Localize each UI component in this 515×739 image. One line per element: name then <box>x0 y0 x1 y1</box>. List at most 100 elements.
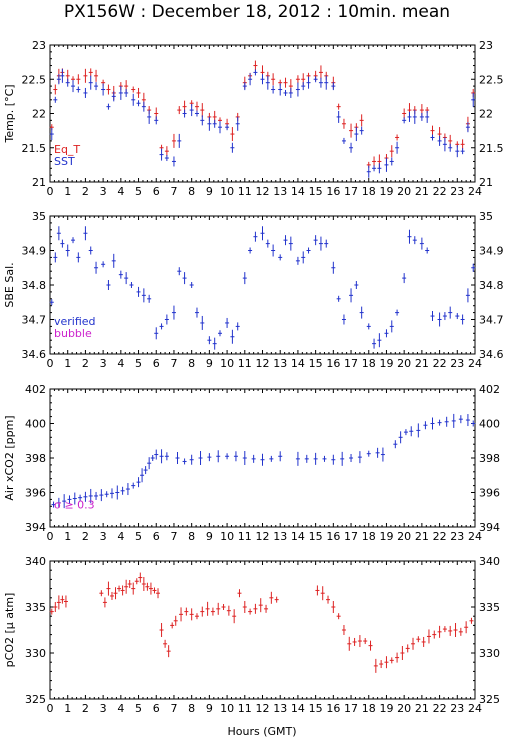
data-point <box>407 229 412 244</box>
data-point <box>125 483 130 496</box>
x-tick-label: 6 <box>153 185 160 198</box>
x-tick-label: 12 <box>256 357 270 370</box>
pco2-panel: 0 1 2 3 4 5 6 7 8 9 10 11 12 13 14 15 16 17 18 19 20 21 22 23 24… <box>3 555 500 715</box>
data-point <box>131 86 136 93</box>
x-tick-label: 10 <box>220 530 234 543</box>
data-point <box>389 320 394 333</box>
x-tick-label: 19 <box>379 530 393 543</box>
x-tick-label: 15 <box>309 185 323 198</box>
data-point <box>94 69 99 82</box>
data-point <box>225 317 230 328</box>
y-tick-label-left: 21.5 <box>22 142 47 155</box>
data-point <box>318 236 323 251</box>
x-tick-label: 10 <box>220 357 234 370</box>
y-tick-label-right: 21 <box>479 176 493 189</box>
data-point <box>205 601 210 616</box>
data-point <box>295 451 300 466</box>
y-tick-label-right: 34.8 <box>479 279 504 292</box>
data-point <box>419 112 424 121</box>
data-point <box>136 87 141 98</box>
sigma-annotation: σ ≥ 0.3 <box>54 499 95 512</box>
data-point <box>278 83 283 96</box>
y-tick-label-right: 22 <box>479 108 493 121</box>
data-point <box>340 451 345 466</box>
data-point <box>154 116 159 125</box>
data-point <box>76 74 81 85</box>
data-point <box>141 577 146 591</box>
data-point <box>88 75 93 90</box>
data-point <box>363 638 368 645</box>
data-point <box>152 587 157 594</box>
data-point <box>411 637 416 650</box>
data-point <box>60 239 65 248</box>
data-point <box>207 453 212 462</box>
x-tick-label: 1 <box>64 185 71 198</box>
x-tick-label: 23 <box>450 357 464 370</box>
data-point <box>336 110 341 123</box>
data-point <box>320 586 325 601</box>
data-point <box>437 419 442 426</box>
data-point <box>373 658 378 673</box>
x-tick-label: 12 <box>256 702 270 715</box>
y-axis-label: SBE Sal. <box>3 262 16 307</box>
data-point <box>458 415 463 424</box>
data-point <box>109 591 114 600</box>
data-point <box>444 416 449 427</box>
x-tick-label: 10 <box>220 185 234 198</box>
data-point <box>182 272 187 285</box>
data-point <box>136 286 141 297</box>
x-tick-label: 21 <box>415 702 429 715</box>
y-tick-label-right: 330 <box>479 647 500 660</box>
x-tick-label: 18 <box>362 702 376 715</box>
data-point <box>145 582 150 591</box>
x-tick-label: 8 <box>188 702 195 715</box>
y-tick-label-left: 23 <box>32 39 46 52</box>
data-point <box>402 273 407 284</box>
data-point <box>131 93 136 106</box>
data-point <box>384 656 389 669</box>
data-point <box>94 82 99 91</box>
data-point <box>113 587 118 600</box>
data-point <box>156 588 161 599</box>
data-point <box>455 145 460 158</box>
data-point <box>164 155 169 162</box>
data-point <box>143 466 148 475</box>
data-point <box>304 454 309 463</box>
data-point <box>182 109 187 118</box>
data-point <box>226 605 231 616</box>
data-point <box>336 613 341 620</box>
data-point <box>65 244 70 257</box>
data-point <box>53 84 58 95</box>
data-point <box>101 261 106 268</box>
data-point <box>322 455 327 462</box>
data-point <box>124 272 129 285</box>
x-tick-label: 0 <box>47 357 54 370</box>
data-point <box>451 413 456 428</box>
data-point <box>324 75 329 90</box>
data-point <box>460 139 465 150</box>
x-tick-label: 23 <box>450 185 464 198</box>
data-point <box>56 226 61 241</box>
y-tick-label-left: 34.9 <box>22 245 47 258</box>
x-tick-label: 4 <box>117 357 124 370</box>
data-point <box>253 60 258 71</box>
x-tick-label: 12 <box>256 530 270 543</box>
data-point <box>471 92 476 107</box>
plot-frame <box>49 560 476 700</box>
data-point <box>407 111 412 122</box>
data-point <box>271 244 276 257</box>
data-point <box>430 125 435 136</box>
x-tick-label: 14 <box>291 185 305 198</box>
x-tick-label: 5 <box>135 530 142 543</box>
data-point <box>117 585 122 592</box>
data-point <box>389 145 394 158</box>
data-point <box>76 252 81 263</box>
x-tick-label: 15 <box>309 702 323 715</box>
data-point <box>265 239 270 248</box>
data-point <box>324 239 329 248</box>
data-point <box>154 327 159 340</box>
data-point <box>106 84 111 95</box>
data-point <box>419 237 424 250</box>
data-point <box>131 582 136 595</box>
data-point <box>154 449 159 460</box>
